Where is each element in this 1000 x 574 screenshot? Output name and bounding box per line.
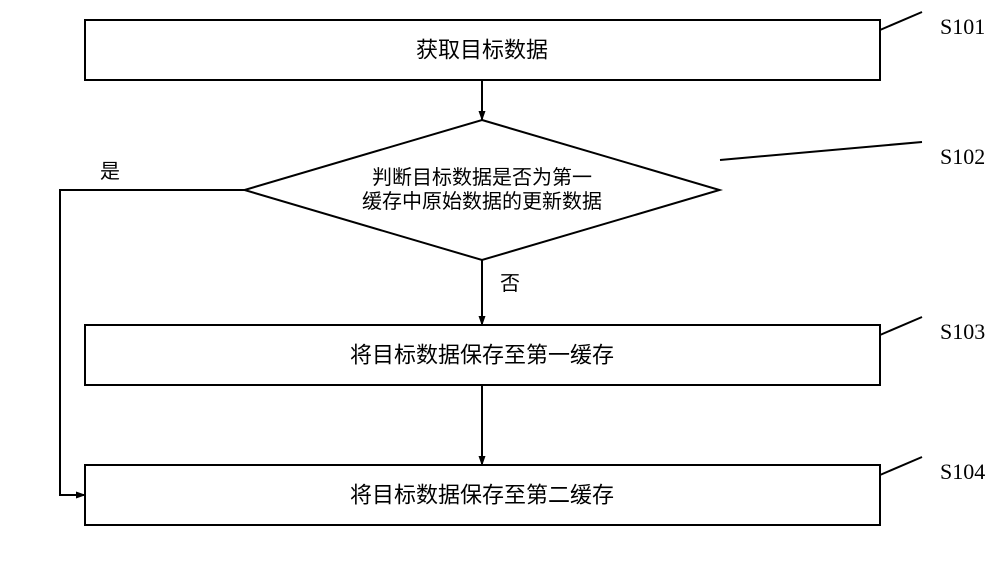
step-label-text: S101 [940, 14, 985, 39]
flowchart-node-s101: 获取目标数据 [85, 20, 880, 80]
node-text-line: 判断目标数据是否为第一 [372, 166, 592, 189]
step-label-text: S103 [940, 319, 985, 344]
step-label-leader [880, 317, 922, 335]
node-text: 获取目标数据 [416, 38, 548, 63]
step-label-text: S102 [940, 144, 985, 169]
step-label-s102: S102 [720, 142, 985, 169]
node-text: 将目标数据保存至第一缓存 [350, 343, 614, 368]
step-label-leader [880, 457, 922, 475]
flowchart-edge-e2: 否 [482, 260, 520, 325]
step-label-s104: S104 [880, 457, 985, 484]
step-label-s103: S103 [880, 317, 985, 344]
flowchart-node-s103: 将目标数据保存至第一缓存 [85, 325, 880, 385]
decision-diamond [245, 120, 720, 260]
step-label-s101: S101 [880, 12, 985, 39]
edge-label: 否 [500, 273, 520, 295]
step-label-leader [880, 12, 922, 30]
node-text: 将目标数据保存至第二缓存 [350, 483, 614, 508]
flowchart-node-s104: 将目标数据保存至第二缓存 [85, 465, 880, 525]
node-text-line: 缓存中原始数据的更新数据 [362, 190, 602, 213]
step-label-leader [720, 142, 922, 160]
edge-label: 是 [100, 161, 120, 183]
step-label-text: S104 [940, 459, 985, 484]
flowchart-node-s102: 判断目标数据是否为第一缓存中原始数据的更新数据 [245, 120, 720, 260]
